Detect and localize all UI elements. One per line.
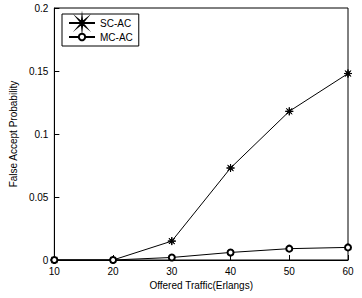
svg-text:50: 50 (284, 266, 296, 277)
svg-text:20: 20 (108, 266, 120, 277)
svg-text:0.2: 0.2 (34, 3, 48, 14)
svg-text:40: 40 (225, 266, 237, 277)
svg-text:0.15: 0.15 (29, 66, 49, 77)
svg-text:Offered Traffic(Erlangs): Offered Traffic(Erlangs) (149, 280, 253, 291)
svg-text:SC-AC: SC-AC (100, 18, 131, 29)
svg-text:0: 0 (43, 255, 49, 266)
svg-text:0.1: 0.1 (34, 129, 48, 140)
svg-text:False Accept Probability: False Accept Probability (8, 81, 19, 188)
svg-text:10: 10 (49, 266, 61, 277)
svg-text:30: 30 (166, 266, 178, 277)
svg-text:MC-AC: MC-AC (100, 32, 133, 43)
svg-text:0.05: 0.05 (29, 192, 49, 203)
svg-text:60: 60 (342, 266, 354, 277)
